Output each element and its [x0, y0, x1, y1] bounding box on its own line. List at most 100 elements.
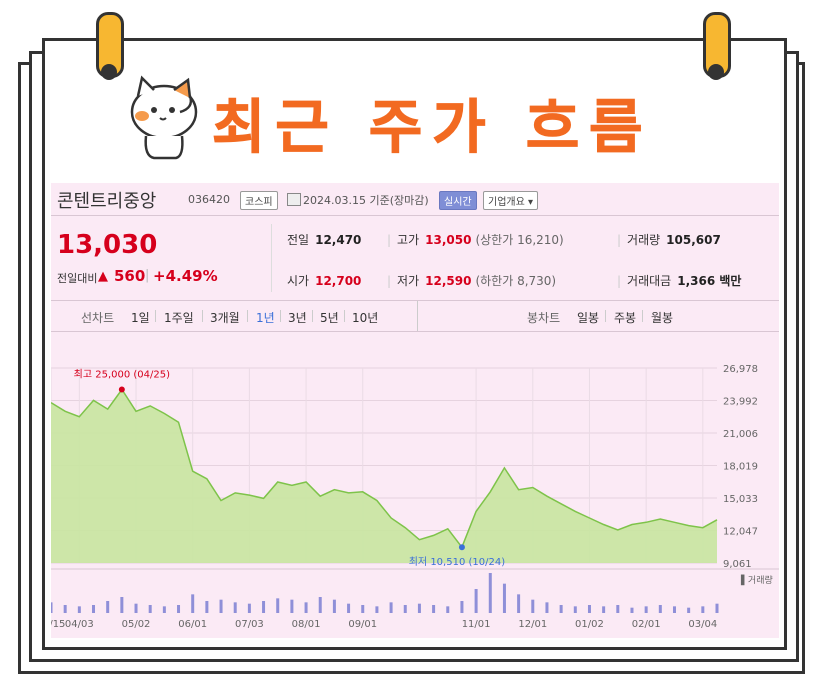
- volume-bar: [262, 601, 266, 613]
- stat-prev-value: 12,470: [315, 233, 362, 247]
- divider: [271, 224, 272, 292]
- y-tick-label: 23,992: [723, 397, 758, 408]
- volume-bar: [559, 605, 563, 613]
- price-area: [51, 389, 717, 563]
- headline-title: 최근 주가 흐름: [212, 93, 653, 162]
- cat-mascot-icon: [130, 75, 198, 160]
- volume-bar: [573, 606, 577, 613]
- stat-prev: 전일 12,470: [287, 231, 361, 248]
- volume-bar: [602, 606, 606, 613]
- compare-label: 전일대비: [57, 272, 98, 285]
- x-tick-label: 11/01: [462, 619, 491, 630]
- volume-bar: [460, 601, 464, 613]
- high-marker: [118, 386, 125, 393]
- realtime-button[interactable]: 실시간: [439, 191, 477, 210]
- volume-bar: [106, 601, 110, 613]
- change-separator: |: [145, 268, 150, 283]
- candle-chart-label: 봉차트: [527, 311, 561, 325]
- stat-high-value: 13,050: [425, 233, 472, 247]
- volume-bar: [672, 606, 676, 613]
- y-tick-label: 18,019: [723, 462, 758, 473]
- tab-monthly[interactable]: 월봉: [651, 311, 674, 325]
- volume-bar: [177, 605, 181, 613]
- price-line: [51, 388, 718, 549]
- up-arrow-icon: ▲: [98, 269, 108, 284]
- stat-low-value: 12,590: [425, 274, 472, 288]
- stat-high: | 고가 13,050 (상한가 16,210): [387, 233, 564, 247]
- company-info-dropdown[interactable]: 기업개요 ▾: [483, 191, 538, 210]
- tab-1d[interactable]: 1일: [131, 311, 150, 325]
- stat-open: 시가 12,700: [287, 272, 361, 289]
- volume-bar: [148, 605, 152, 613]
- volume-bar: [290, 599, 294, 613]
- tab-weekly[interactable]: 주봉: [614, 311, 637, 325]
- price-summary: 13,030 전일대비 ▲ 560 | +4.49% 전일 12,470 | 고가 1…: [51, 216, 779, 301]
- low-annotation: 최저 10,510 (10/24): [409, 556, 505, 568]
- x-tick-label: 02/01: [632, 619, 661, 630]
- x-tick-label: 01/02: [575, 619, 604, 630]
- stat-low: | 저가 12,590 (하한가 8,730): [387, 274, 557, 288]
- tab-1w[interactable]: 1주일: [164, 311, 194, 325]
- stat-open-value: 12,700: [315, 274, 362, 288]
- volume-bar: [92, 605, 96, 613]
- volume-bar: [517, 594, 521, 613]
- volume-bar: [417, 603, 421, 613]
- price-chart[interactable]: 26,978 23,992 21,006 18,019 15,033 12,047 9,06…: [51, 333, 779, 633]
- tab-5y[interactable]: 5년: [320, 311, 339, 325]
- volume-bar: [687, 607, 691, 613]
- volume-bar: [247, 603, 251, 613]
- x-tick-label: 03/15: [51, 619, 65, 630]
- tab-separator: [642, 310, 643, 322]
- tab-1y[interactable]: 1년: [256, 311, 275, 325]
- binder-ring-left: [101, 64, 117, 80]
- y-tick-label: 26,978: [723, 364, 758, 375]
- x-tick-label: 09/01: [348, 619, 377, 630]
- tab-daily[interactable]: 일봉: [577, 311, 600, 325]
- y-tick-label: 21,006: [723, 429, 758, 440]
- stock-header: 콘텐트리중앙 036420 코스피 2024.03.15 기준(장마감) 실시간…: [51, 183, 779, 216]
- volume-bar: [276, 598, 280, 613]
- current-price: 13,030: [57, 230, 158, 260]
- tab-group-divider: [417, 301, 418, 331]
- company-name[interactable]: 콘텐트리중앙: [57, 191, 157, 212]
- period-tabs: 선차트 1일 1주일 3개월 1년 3년 5년 10년 봉차트 일봉 주봉 월봉: [51, 301, 779, 332]
- stat-amount-value: 1,366 백만: [677, 274, 742, 288]
- volume-bar: [432, 605, 436, 613]
- tab-separator: [202, 310, 203, 322]
- volume-bar: [531, 599, 535, 613]
- volume-bar: [134, 603, 138, 613]
- stat-volume-label: 거래량: [627, 233, 661, 247]
- y-tick-label: 9,061: [723, 559, 752, 570]
- stat-low-label: 저가: [397, 274, 420, 288]
- volume-bar: [361, 605, 365, 613]
- tab-separator: [155, 310, 156, 322]
- stock-code: 036420: [188, 193, 230, 206]
- volume-bar: [658, 605, 662, 613]
- volume-bar: [502, 583, 506, 613]
- tab-separator: [247, 310, 248, 322]
- volume-bar: [191, 594, 195, 613]
- volume-bar: [318, 597, 322, 613]
- volume-bar: [77, 606, 81, 613]
- volume-bar: [389, 602, 393, 613]
- line-chart-label: 선차트: [81, 311, 115, 325]
- volume-bar: [630, 607, 634, 613]
- volume-bar: [347, 603, 351, 613]
- tab-separator: [312, 310, 313, 322]
- volume-bar: [587, 605, 591, 613]
- tab-separator: [280, 310, 281, 322]
- x-tick-label: 08/01: [292, 619, 321, 630]
- volume-legend: ▌거래량: [740, 574, 773, 586]
- y-tick-label: 12,047: [723, 527, 758, 538]
- y-tick-label: 15,033: [723, 494, 758, 505]
- stat-volume: | 거래량 105,607: [617, 233, 721, 247]
- tab-separator: [344, 310, 345, 322]
- tab-3m[interactable]: 3개월: [210, 311, 240, 325]
- tab-10y[interactable]: 10년: [352, 311, 379, 325]
- x-tick-label: 07/03: [235, 619, 264, 630]
- stat-open-label: 시가: [287, 274, 310, 288]
- tab-3y[interactable]: 3년: [288, 311, 307, 325]
- stat-high-label: 고가: [397, 233, 420, 247]
- volume-bar: [488, 573, 492, 613]
- volume-bar: [304, 602, 308, 613]
